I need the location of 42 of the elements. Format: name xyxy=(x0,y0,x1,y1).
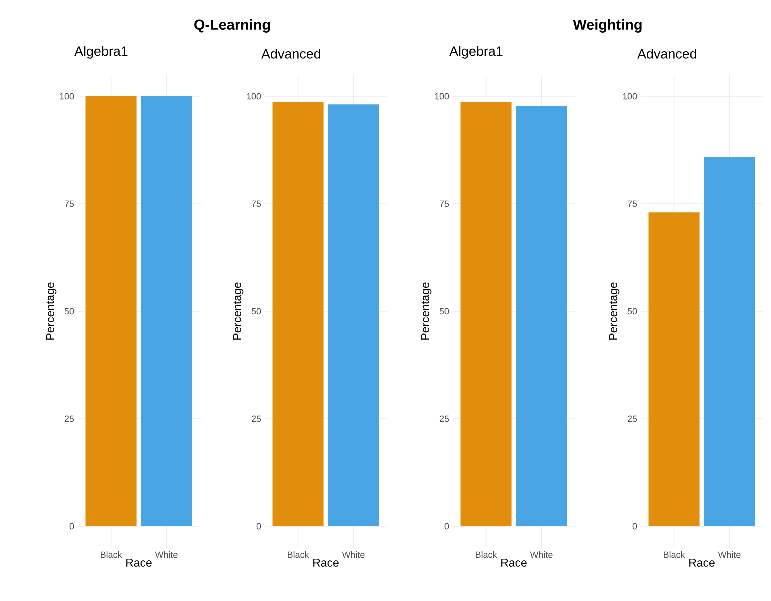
x-tick-label: White xyxy=(342,552,365,558)
x-axis-title: Race xyxy=(126,558,152,567)
y-tick-label: 25 xyxy=(628,416,638,422)
x-tick-label: Black xyxy=(288,552,310,558)
x-tick-label: Black xyxy=(664,552,686,558)
y-tick-label: 50 xyxy=(252,308,262,315)
y-tick-label: 50 xyxy=(64,308,74,315)
y-tick-label: 75 xyxy=(252,200,262,208)
y-tick-label: 100 xyxy=(623,93,638,100)
y-tick-label: 75 xyxy=(440,200,450,208)
y-tick-label: 0 xyxy=(444,523,450,530)
y-tick-label: 50 xyxy=(440,308,450,315)
y-tick-label: 25 xyxy=(440,416,450,422)
x-axis-title: Race xyxy=(502,558,527,567)
chart-subtitle: Algebra1 xyxy=(74,46,128,59)
y-tick-label: 25 xyxy=(252,416,262,422)
y-tick-label: 25 xyxy=(64,416,74,422)
y-axis-title: Percentage xyxy=(609,282,620,340)
y-tick-label: 100 xyxy=(247,93,262,100)
x-tick-label: White xyxy=(530,552,553,558)
chart-subtitle: Advanced xyxy=(638,48,696,59)
y-tick-label: 0 xyxy=(256,523,262,530)
x-tick-label: Black xyxy=(101,552,122,558)
y-tick-label: 0 xyxy=(70,523,74,530)
y-tick-label: 50 xyxy=(628,308,638,315)
y-tick-label: 100 xyxy=(435,93,450,100)
text: Weighting xyxy=(573,19,642,33)
y-tick-label: 100 xyxy=(60,93,74,100)
y-tick-label: 75 xyxy=(64,200,74,208)
x-axis-title: Race xyxy=(690,558,715,567)
x-tick-label: White xyxy=(718,552,741,558)
x-axis-title: Race xyxy=(314,558,339,567)
x-tick-label: White xyxy=(155,552,178,558)
y-tick-label: 0 xyxy=(632,523,638,530)
y-tick-label: 75 xyxy=(628,200,638,208)
y-axis-title: Percentage xyxy=(233,282,244,340)
y-axis-title: Percentage xyxy=(421,282,432,340)
y-axis-title: Percentage xyxy=(46,282,57,340)
chart-subtitle: Advanced xyxy=(262,48,320,59)
chart-subtitle: Algebra1 xyxy=(450,46,503,59)
text: Q-Learning xyxy=(194,19,270,33)
x-tick-label: Black xyxy=(476,552,498,558)
